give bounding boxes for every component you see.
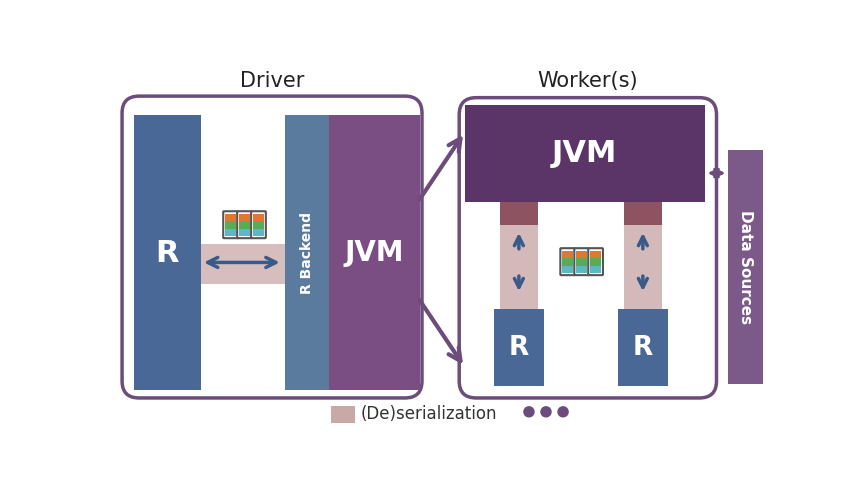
Bar — [590, 258, 601, 266]
FancyBboxPatch shape — [122, 96, 422, 398]
Bar — [590, 266, 601, 273]
Bar — [225, 221, 236, 229]
Text: JVM: JVM — [345, 239, 405, 267]
FancyBboxPatch shape — [237, 211, 252, 238]
Bar — [225, 229, 236, 236]
Bar — [562, 250, 573, 258]
Bar — [618, 310, 669, 387]
Bar — [590, 250, 601, 258]
FancyBboxPatch shape — [134, 115, 202, 390]
FancyBboxPatch shape — [251, 211, 266, 238]
FancyBboxPatch shape — [574, 248, 589, 275]
Text: Worker(s): Worker(s) — [537, 70, 638, 91]
Bar — [494, 310, 544, 387]
Bar — [239, 221, 250, 229]
Text: JVM: JVM — [552, 139, 618, 168]
Bar — [239, 229, 250, 236]
Text: Data Sources: Data Sources — [738, 210, 753, 324]
FancyBboxPatch shape — [195, 244, 287, 284]
Circle shape — [541, 407, 551, 417]
Bar — [624, 225, 663, 310]
FancyBboxPatch shape — [459, 98, 716, 398]
Bar — [225, 213, 236, 221]
Text: R: R — [509, 335, 529, 361]
Text: Driver: Driver — [240, 70, 304, 91]
FancyBboxPatch shape — [285, 115, 329, 390]
FancyBboxPatch shape — [465, 106, 705, 202]
Bar — [499, 225, 538, 310]
Bar — [253, 229, 264, 236]
Bar — [253, 221, 264, 229]
Bar — [239, 213, 250, 221]
Bar — [499, 202, 538, 225]
Bar — [562, 266, 573, 273]
Circle shape — [558, 407, 568, 417]
Bar — [624, 202, 663, 225]
Text: R Backend: R Backend — [300, 212, 314, 294]
Bar — [576, 266, 587, 273]
Bar — [728, 150, 763, 384]
Bar — [576, 250, 587, 258]
Bar — [253, 213, 264, 221]
FancyBboxPatch shape — [223, 211, 238, 238]
Bar — [331, 406, 355, 423]
Bar — [562, 258, 573, 266]
Text: R: R — [156, 239, 179, 268]
Circle shape — [524, 407, 534, 417]
FancyBboxPatch shape — [588, 248, 603, 275]
Bar — [576, 258, 587, 266]
FancyBboxPatch shape — [561, 248, 575, 275]
Text: R: R — [633, 335, 653, 361]
FancyBboxPatch shape — [329, 115, 420, 390]
Text: (De)serialization: (De)serialization — [361, 405, 497, 423]
